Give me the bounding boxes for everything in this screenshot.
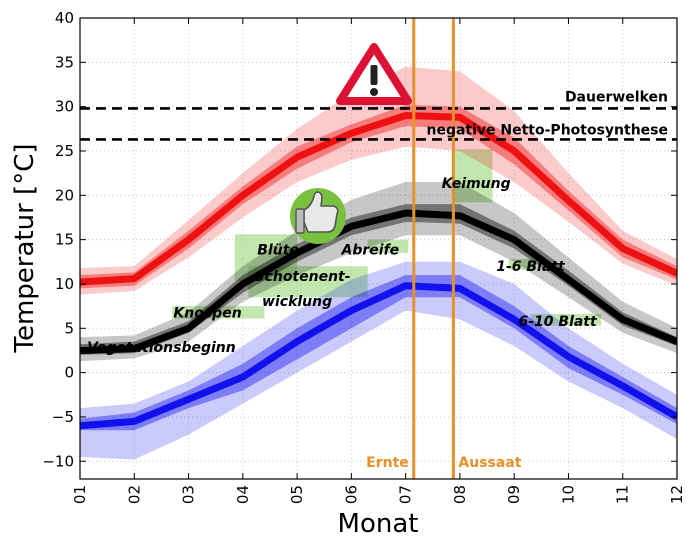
series-0-band-inner	[80, 104, 677, 289]
y-tick-label-4: 10	[55, 275, 74, 293]
x-tick-label-5: 06	[342, 485, 360, 504]
plot-frame	[79, 17, 678, 480]
series-1-band-outer	[80, 182, 677, 362]
reference-lines	[80, 18, 677, 479]
x-tick-label-1: 02	[125, 485, 143, 504]
reference-labels: Dauerwelken negative Netto-Photosynthese E…	[366, 89, 668, 471]
phenology-box-0	[172, 306, 265, 319]
x-tick-label-10: 11	[614, 485, 632, 504]
phenology-box-5	[508, 259, 536, 270]
phenology-box-6	[530, 314, 602, 326]
thumbs-up-icon	[290, 188, 346, 244]
y-tick-label-6: 20	[55, 186, 74, 204]
y-tick-label-1: −5	[52, 408, 74, 426]
annotations: Vegetationsbeginn Knospen Blüte Schotenent-…	[87, 176, 598, 356]
y-tick-label-8: 30	[55, 98, 74, 116]
warning-icon	[336, 43, 412, 105]
series-1-line	[80, 209, 677, 354]
series-lines	[80, 112, 677, 430]
y-tick-label-3: 5	[64, 319, 74, 337]
series-2-band-inner	[80, 275, 677, 431]
x-tick-label-8: 09	[505, 485, 523, 504]
hline-label-0: Dauerwelken	[565, 89, 668, 105]
x-tick-label-4: 05	[288, 485, 306, 504]
y-axis-title: Temperatur [°C]	[10, 144, 40, 354]
x-tick-label-6: 07	[397, 485, 415, 504]
phenology-boxes	[172, 149, 602, 326]
y-tick-label-9: 35	[55, 53, 74, 71]
y-tick-label-10: 40	[55, 9, 74, 27]
vline-label-1: Aussaat	[458, 455, 521, 471]
x-tick-label-11: 12	[668, 485, 686, 504]
x-tick-label-0: 01	[71, 485, 89, 504]
series-2-line	[80, 282, 677, 430]
annotation-0: Vegetationsbeginn	[87, 340, 236, 356]
series-2-band-outer	[80, 261, 677, 460]
x-tick-label-9: 10	[559, 485, 577, 504]
annotation-6: Keimung	[442, 176, 511, 192]
annotation-4: wicklung	[262, 294, 332, 310]
x-tick-label-2: 03	[180, 485, 198, 504]
annotation-3: Schotenent-	[254, 269, 350, 285]
y-tick-label-5: 15	[55, 231, 74, 249]
annotation-7: 1-6 Blatt	[496, 259, 566, 275]
phenology-box-4	[451, 149, 493, 203]
phenology-box-3	[367, 239, 409, 253]
series-0-line	[80, 112, 677, 286]
series-1-band-inner	[80, 204, 677, 355]
annotation-2: Blüte	[257, 242, 299, 258]
annotation-1: Knospen	[173, 305, 241, 321]
y-tick-label-2: 0	[64, 364, 74, 382]
annotation-5: Abreife	[341, 242, 400, 258]
y-tick-label-0: −10	[42, 452, 74, 470]
hline-label-1: negative Netto-Photosynthese	[426, 122, 668, 138]
x-axis-title: Monat	[338, 509, 419, 539]
vline-label-0: Ernte	[366, 455, 409, 471]
y-tick-label-7: 25	[55, 142, 74, 160]
annotation-8: 6-10 Blatt	[518, 314, 598, 330]
x-tick-label-7: 08	[451, 485, 469, 504]
x-tick-label-3: 04	[234, 485, 252, 504]
